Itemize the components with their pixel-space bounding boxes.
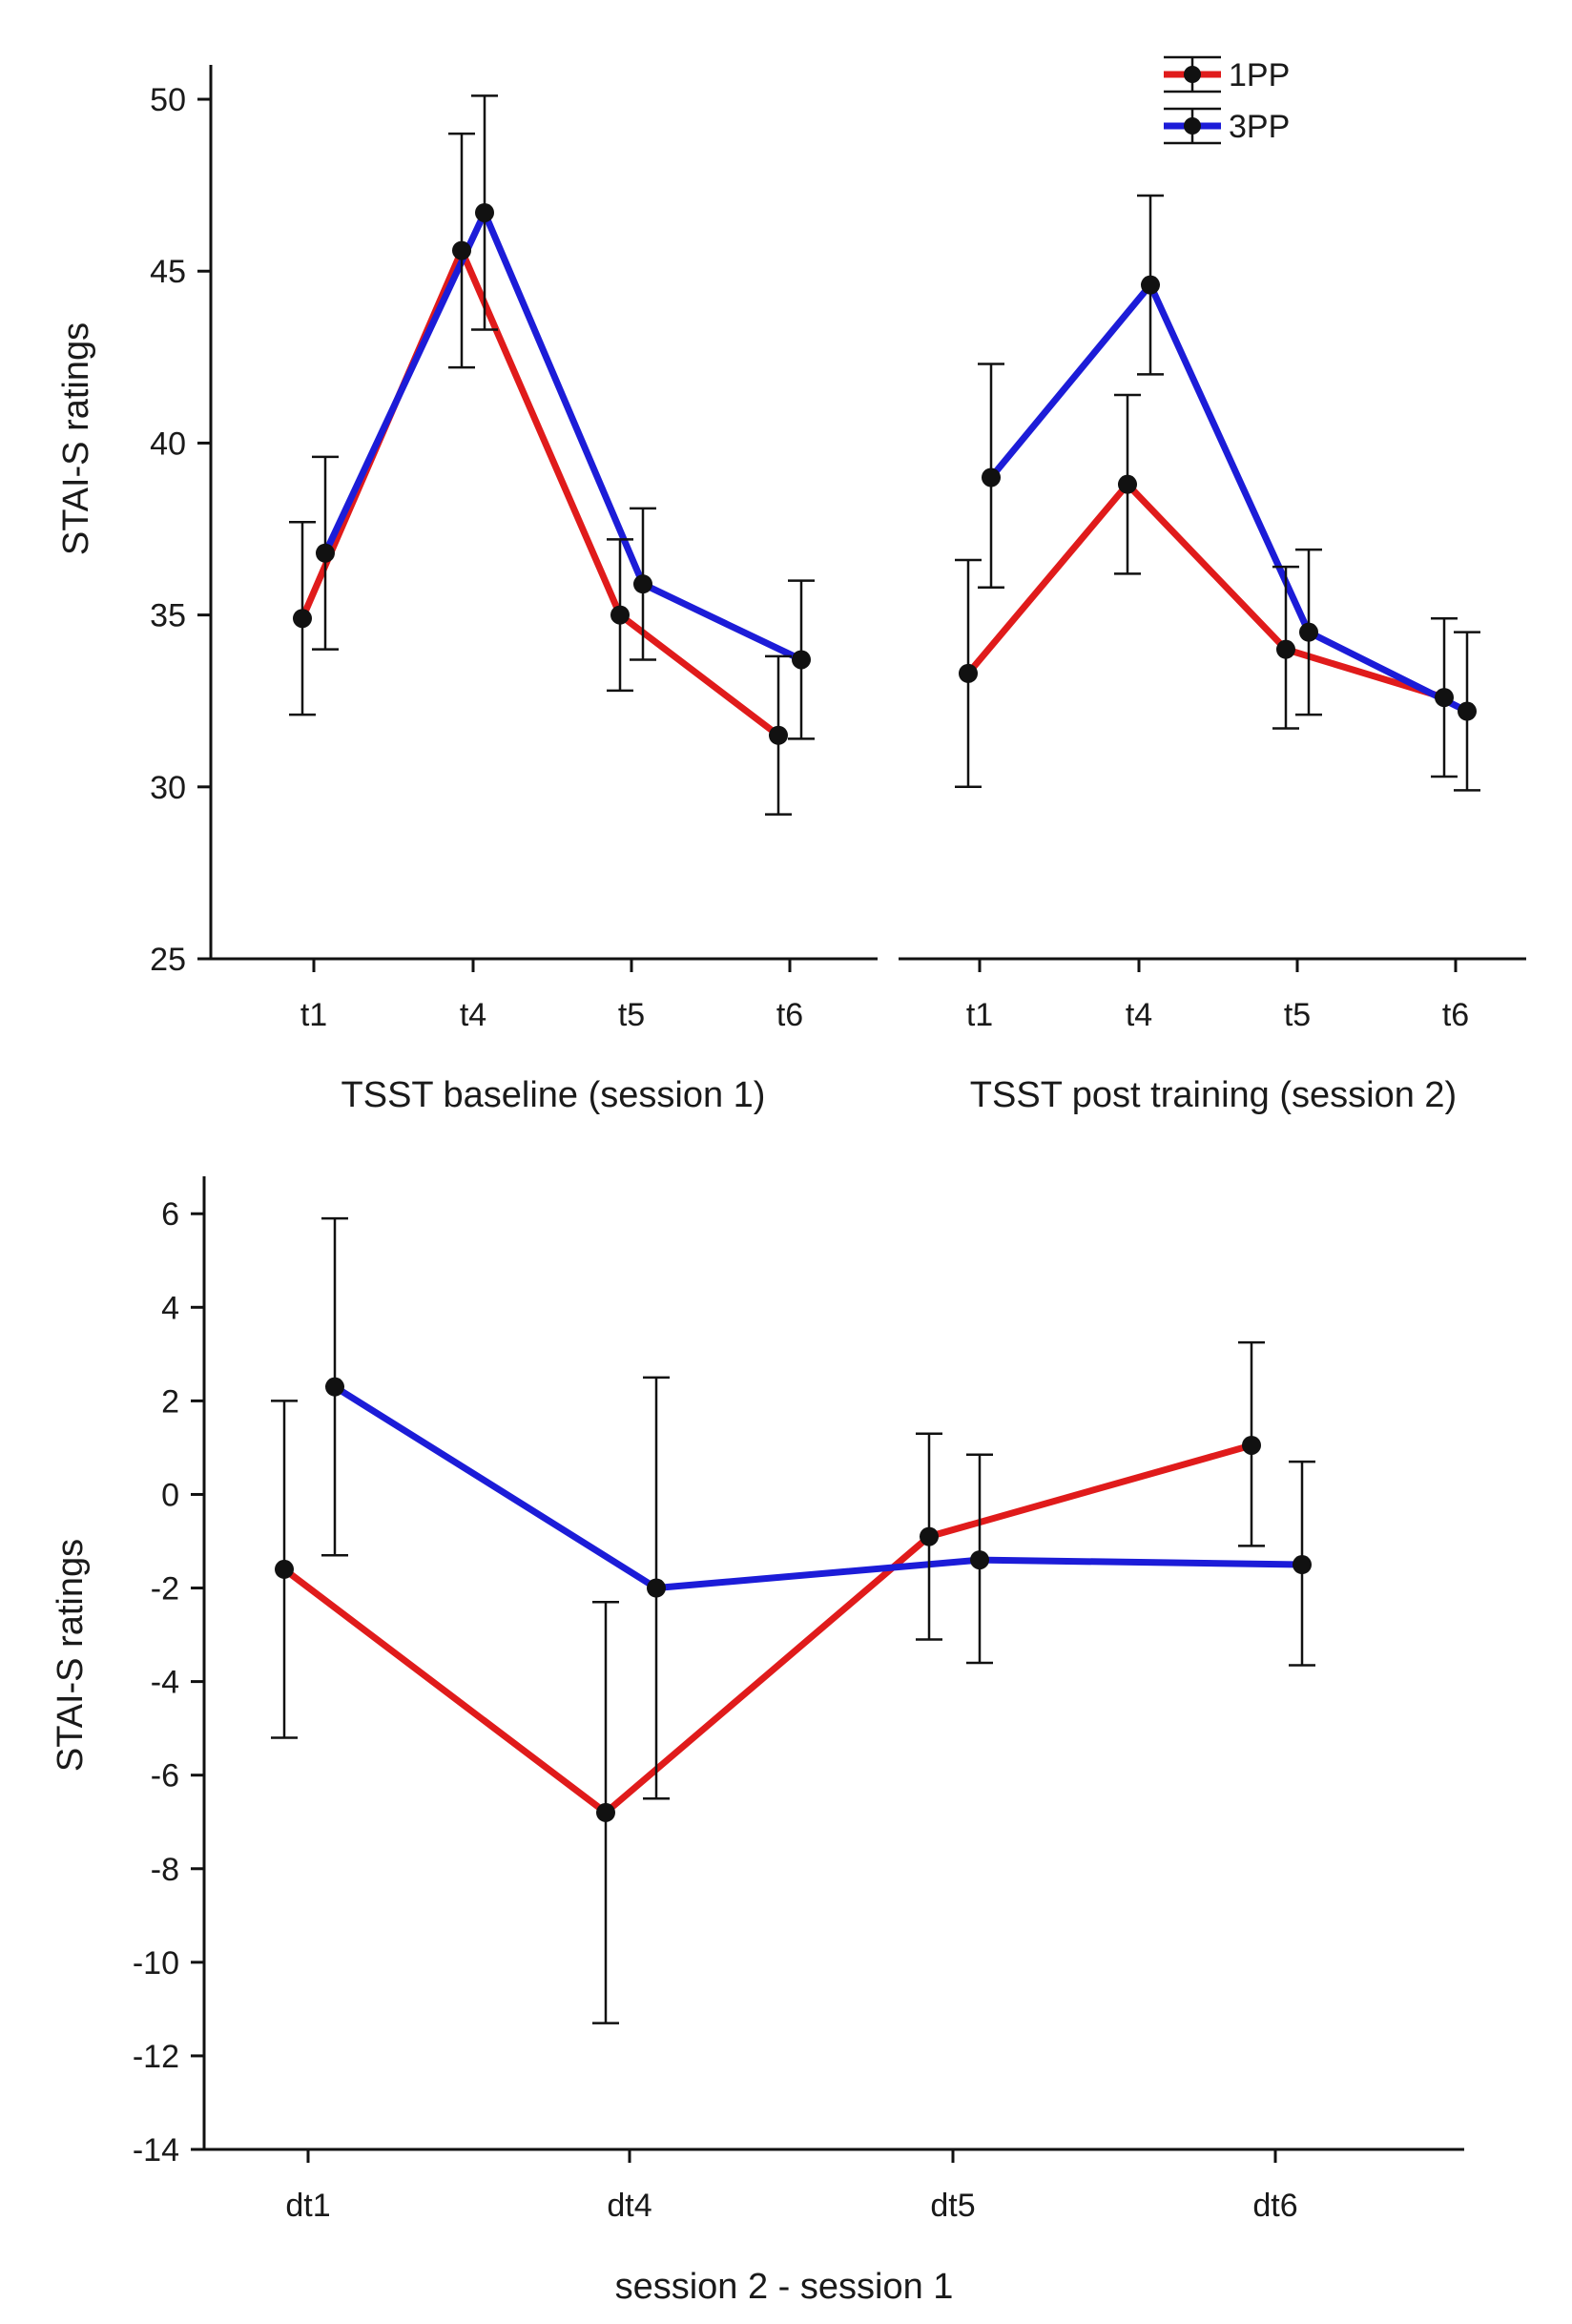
x-tick-label: t4	[1126, 997, 1152, 1033]
x-tick-label: t6	[1442, 997, 1469, 1033]
data-point-1pp	[1276, 639, 1295, 659]
data-point-1pp	[920, 1526, 939, 1546]
data-point-3pp	[316, 543, 335, 563]
series-line-3pp	[333, 1383, 1303, 1592]
data-point-1pp	[596, 1802, 615, 1822]
data-point-3pp	[792, 650, 811, 670]
y-tick-label: 35	[150, 598, 186, 634]
series-line-1pp	[299, 241, 781, 738]
data-point-1pp	[1242, 1435, 1261, 1455]
y-tick-label: 40	[150, 425, 186, 462]
panel-post-training: t1 t4 t5 t6 TSST post training (session 2)	[899, 194, 1526, 1115]
x-tick-label: dt5	[930, 2188, 975, 2224]
data-point-3pp	[1299, 622, 1318, 642]
legend-entry-3pp: 3PP	[1164, 107, 1290, 145]
y-tick-label: -14	[133, 2132, 179, 2168]
data-point-1pp	[1118, 474, 1137, 494]
panel-baseline: 25 30 35 40 45 50 t1 t4 t5 t6 STAI-S ratings TSS…	[56, 65, 878, 1115]
x-tick-label: t4	[460, 997, 486, 1033]
x-tick-label: t1	[300, 997, 327, 1033]
legend-marker	[1184, 117, 1201, 135]
series-line-1pp	[281, 1442, 1252, 1817]
x-axis-title: TSST baseline (session 1)	[341, 1075, 766, 1115]
data-point-3pp	[982, 467, 1001, 488]
panel-difference: -14 -12 -10 -8 -6 -4 -2 0 2 4 6 dt1 dt4 dt5 dt6 STAI-…	[51, 1176, 1464, 2307]
x-tick-label: dt1	[285, 2188, 330, 2224]
y-tick-label: -12	[133, 2039, 179, 2075]
y-axis-title: STAI-S ratings	[51, 1539, 91, 1772]
data-point-3pp	[970, 1550, 989, 1570]
data-point-1pp	[452, 240, 471, 260]
data-point-3pp	[475, 202, 494, 222]
x-axis-title: TSST post training (session 2)	[970, 1075, 1457, 1115]
data-point-3pp	[647, 1578, 666, 1598]
legend-label-3pp: 3PP	[1229, 109, 1290, 145]
data-point-3pp	[633, 574, 652, 594]
data-point-1pp	[275, 1559, 294, 1579]
data-point-3pp	[1141, 275, 1160, 295]
x-tick-label: t5	[1284, 997, 1311, 1033]
y-axis-title: STAI-S ratings	[56, 322, 96, 555]
y-tick-label: -10	[133, 1945, 179, 1982]
y-tick-label: -2	[151, 1571, 179, 1608]
x-axis-title: session 2 - session 1	[615, 2267, 954, 2307]
y-tick-label: 2	[161, 1383, 179, 1420]
series-line-1pp	[965, 479, 1446, 701]
data-point-3pp	[325, 1377, 344, 1397]
data-point-1pp	[293, 609, 312, 629]
x-tick-label: dt4	[607, 2188, 652, 2224]
y-tick-label: -8	[151, 1852, 179, 1888]
y-tick-label: 0	[161, 1477, 179, 1513]
data-point-1pp	[769, 725, 788, 745]
data-point-1pp	[959, 663, 978, 683]
data-point-1pp	[1435, 688, 1454, 708]
x-tick-label: t5	[618, 997, 645, 1033]
y-tick-label: 45	[150, 254, 186, 290]
y-tick-label: 50	[150, 82, 186, 118]
y-tick-label: 25	[150, 942, 186, 978]
series-line-3pp	[321, 204, 803, 663]
x-tick-label: t6	[776, 997, 803, 1033]
series-line-3pp	[988, 279, 1469, 715]
y-tick-label: -4	[151, 1665, 179, 1701]
legend-label-1pp: 1PP	[1229, 57, 1290, 93]
data-point-3pp	[1293, 1555, 1312, 1575]
x-tick-label: dt6	[1252, 2188, 1297, 2224]
legend-entry-1pp: 1PP	[1164, 55, 1290, 93]
y-tick-label: 6	[161, 1196, 179, 1233]
y-tick-label: 30	[150, 770, 186, 806]
legend: 1PP 3PP	[1164, 55, 1290, 145]
y-tick-label: -6	[151, 1758, 179, 1795]
data-point-1pp	[610, 605, 630, 625]
legend-marker	[1184, 66, 1201, 83]
x-tick-label: t1	[966, 997, 993, 1033]
data-point-3pp	[1458, 701, 1477, 721]
y-tick-label: 4	[161, 1290, 179, 1326]
